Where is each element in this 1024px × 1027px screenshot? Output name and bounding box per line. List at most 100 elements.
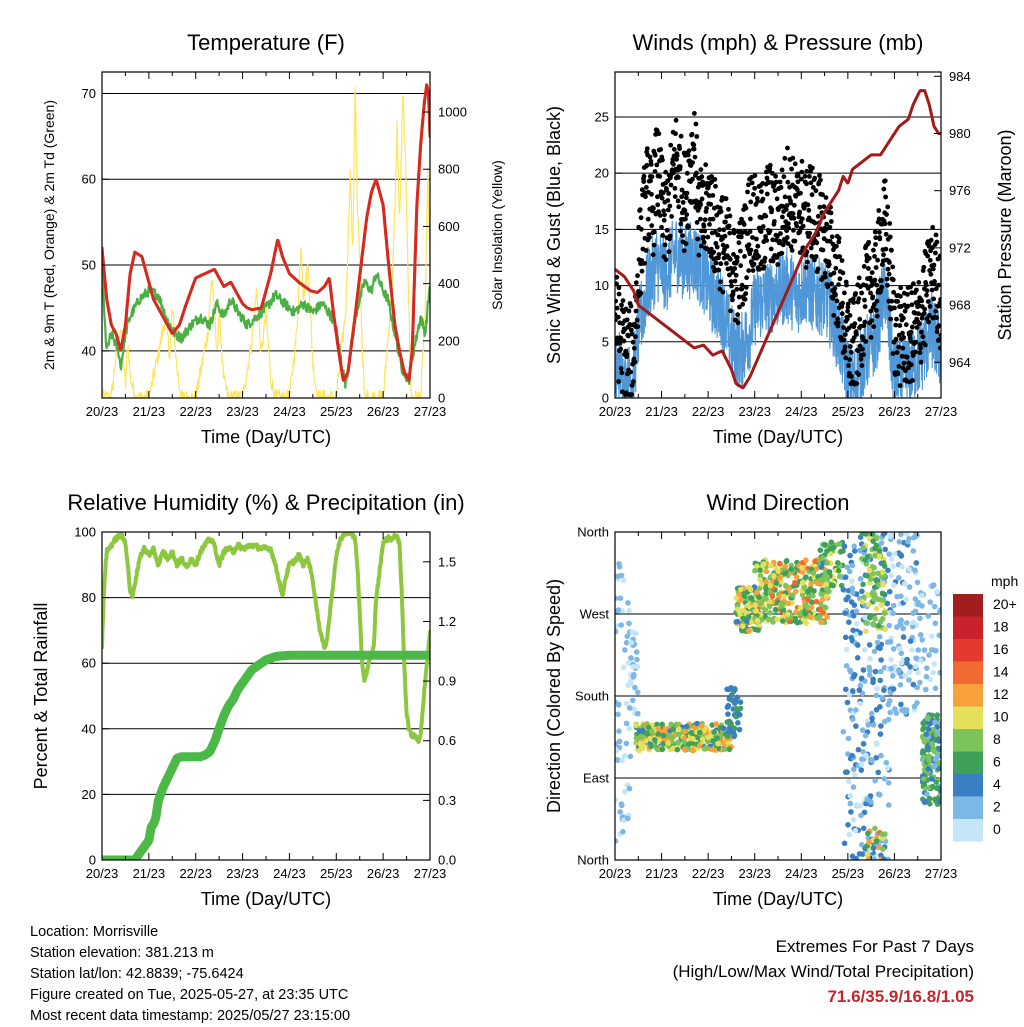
- direction-point: [906, 566, 912, 573]
- gust-point: [731, 252, 736, 257]
- gust-point: [784, 203, 790, 208]
- gust-point: [877, 236, 883, 242]
- direction-point: [630, 674, 637, 680]
- direction-point: [874, 639, 881, 646]
- direction-point: [931, 748, 938, 755]
- direction-point: [914, 579, 921, 586]
- gust-point: [824, 221, 829, 227]
- direction-point: [615, 595, 619, 602]
- direction-point: [625, 600, 631, 606]
- gust-point: [739, 286, 745, 292]
- gust-point: [835, 320, 841, 325]
- gust-point: [937, 300, 941, 306]
- gust-point: [735, 320, 741, 326]
- legend-label: 8: [993, 731, 1001, 747]
- chart-winds: Winds (mph) & Pressure (mb) 20/23 21/23 22/…: [544, 30, 1015, 447]
- gust-point: [922, 306, 928, 312]
- direction-point: [632, 684, 638, 691]
- gust-point: [780, 214, 785, 220]
- direction-point: [736, 591, 742, 598]
- gust-point: [828, 210, 834, 216]
- gust-point: [815, 266, 821, 272]
- gust-point: [850, 296, 856, 302]
- y-right-tick-label: 0.0: [438, 853, 456, 868]
- direction-point: [904, 660, 910, 666]
- y-right-tick-label: 980: [949, 126, 971, 141]
- gust-point: [639, 226, 644, 232]
- direction-point: [875, 844, 882, 851]
- direction-point: [865, 830, 871, 837]
- gust-point: [734, 286, 740, 292]
- gust-point: [885, 266, 891, 272]
- direction-point: [886, 622, 892, 629]
- direction-point: [849, 578, 855, 584]
- direction-point: [696, 742, 703, 749]
- gust-point: [710, 216, 716, 222]
- gust-point: [795, 179, 801, 185]
- direction-point: [820, 609, 826, 616]
- gust-point: [677, 146, 682, 152]
- gust-point: [699, 174, 705, 180]
- direction-point: [615, 711, 621, 718]
- gust-point: [837, 276, 843, 282]
- gust-point: [669, 214, 674, 219]
- gust-point: [877, 229, 882, 235]
- direction-point: [640, 723, 647, 729]
- gust-point: [743, 205, 749, 211]
- direction-point: [871, 596, 877, 602]
- gust-point: [718, 209, 724, 214]
- direction-point: [676, 726, 682, 732]
- gust-point: [820, 192, 825, 198]
- direction-point: [923, 686, 929, 693]
- gust-point: [629, 392, 634, 397]
- gust-point: [770, 170, 775, 176]
- gust-point: [918, 345, 923, 351]
- gust-point: [895, 299, 901, 304]
- chart-wind_direction: Wind Direction 20/23 21/23 22/23 23/23 24/23 2…: [544, 490, 1018, 909]
- gust-point: [649, 223, 655, 229]
- direction-point: [615, 628, 619, 635]
- gust-point: [672, 185, 678, 191]
- gust-point: [630, 339, 636, 345]
- y-tick-label: North: [577, 853, 609, 868]
- direction-point: [859, 842, 865, 848]
- gust-point: [672, 194, 678, 200]
- direction-point: [618, 801, 625, 807]
- gust-point: [756, 254, 762, 259]
- gust-point: [730, 289, 736, 295]
- gust-point: [890, 277, 896, 283]
- direction-point: [898, 660, 905, 666]
- plot-frame: [101, 71, 431, 399]
- direction-point: [793, 588, 799, 595]
- direction-point: [824, 614, 830, 620]
- direction-point: [737, 586, 744, 593]
- gust-point: [683, 241, 689, 247]
- direction-point: [819, 596, 826, 603]
- direction-point: [846, 831, 853, 838]
- direction-point: [675, 740, 682, 746]
- direction-point: [871, 564, 877, 571]
- direction-point: [771, 573, 777, 579]
- gust-point: [837, 254, 842, 259]
- gust-point: [909, 362, 914, 368]
- gust-point: [720, 289, 726, 295]
- direction-point: [725, 732, 731, 739]
- gust-point: [716, 267, 722, 273]
- direction-point: [659, 746, 666, 753]
- x-tick-label: 27/23: [925, 866, 958, 881]
- gust-point: [769, 207, 775, 213]
- direction-point: [857, 682, 864, 689]
- gust-point: [930, 225, 936, 230]
- gust-point: [777, 179, 783, 185]
- y-right-tick-label: 984: [949, 69, 971, 84]
- gust-point: [693, 198, 699, 204]
- gust-point: [798, 190, 803, 196]
- direction-point: [769, 593, 776, 599]
- direction-point: [853, 608, 860, 614]
- direction-point: [841, 840, 848, 847]
- gust-point: [746, 182, 751, 188]
- direction-point: [886, 551, 892, 557]
- y-tick-label: 0: [602, 391, 609, 406]
- gust-point: [785, 241, 791, 247]
- direction-point: [884, 765, 891, 772]
